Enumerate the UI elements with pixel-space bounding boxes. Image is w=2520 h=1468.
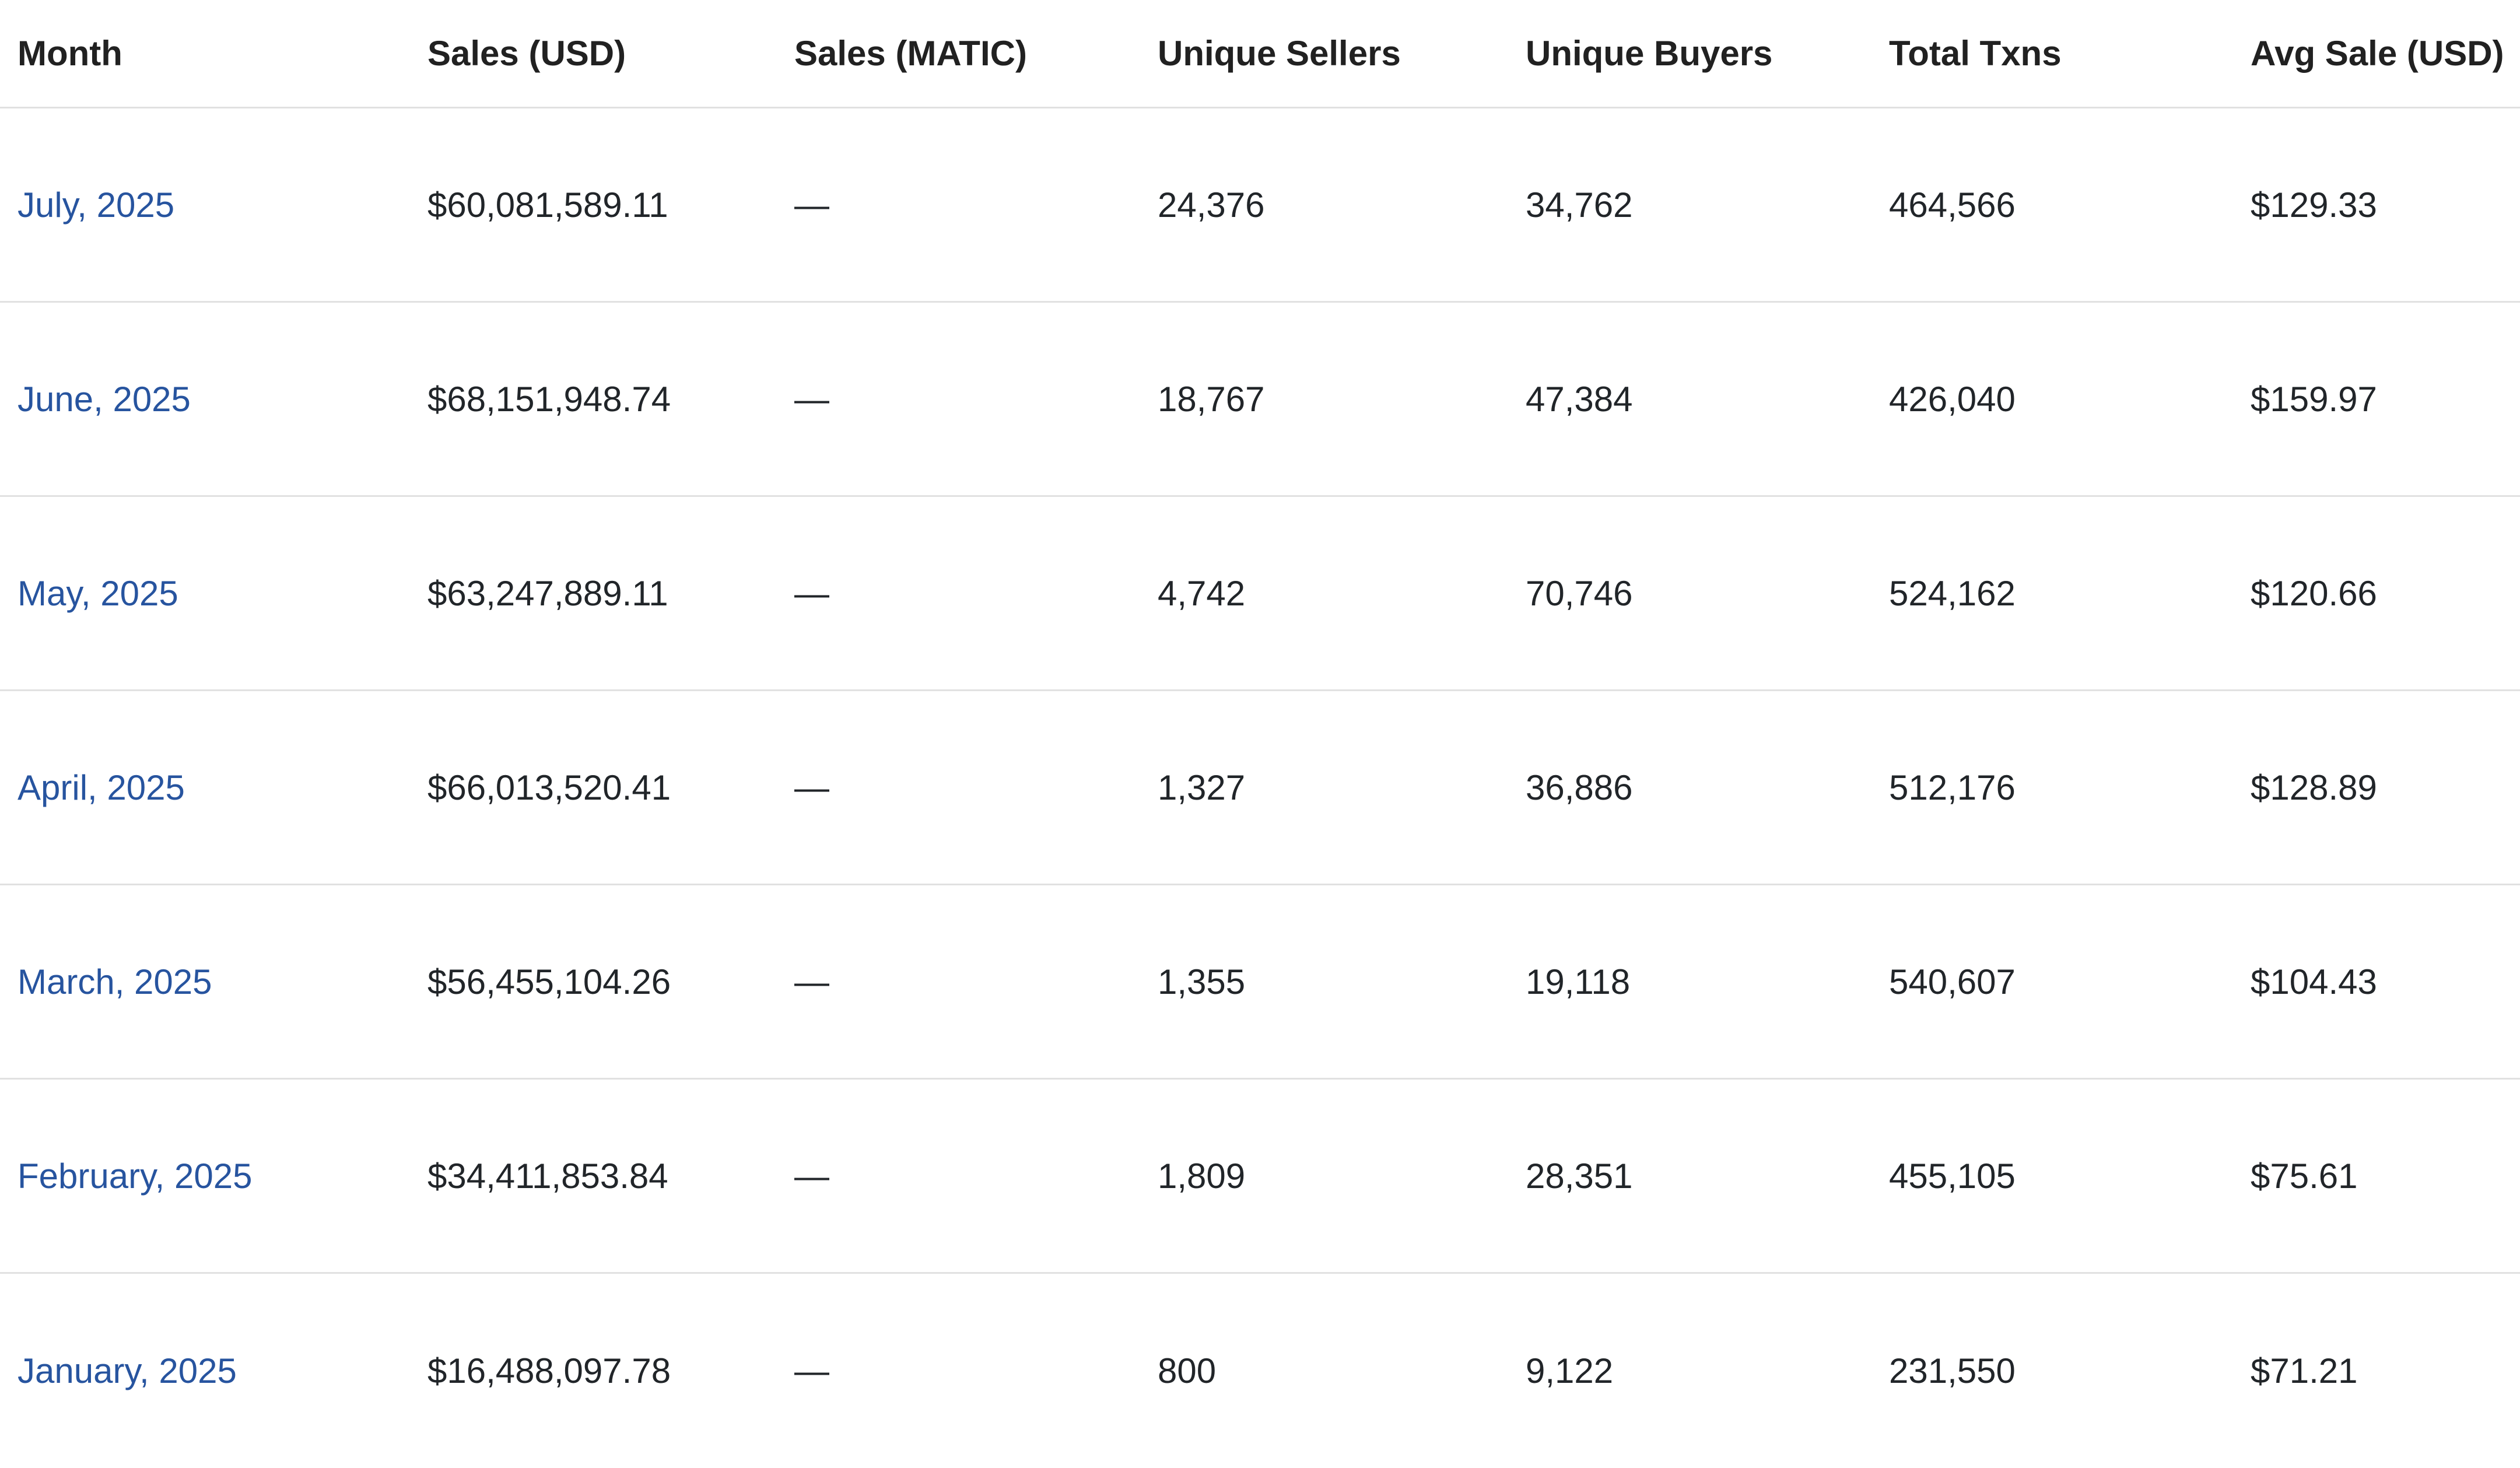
month-cell: July, 2025: [17, 185, 427, 225]
avg-sale-usd-cell: $71.21: [2251, 1351, 2358, 1390]
month-cell: May, 2025: [17, 573, 427, 614]
sales-matic-cell: —: [794, 962, 829, 1001]
sales-usd-cell: $68,151,948.74: [427, 379, 671, 419]
column-header-sales-matic[interactable]: Sales (MATIC): [794, 34, 1027, 73]
month-link[interactable]: May, 2025: [17, 573, 178, 613]
total-txns-cell: 524,162: [1889, 573, 2016, 613]
total-txns-cell: 512,176: [1889, 768, 2016, 807]
month-cell: February, 2025: [17, 1156, 427, 1196]
month-cell: January, 2025: [17, 1351, 427, 1391]
unique-sellers-cell: 1,809: [1158, 1156, 1246, 1196]
unique-buyers-cell: 34,762: [1526, 185, 1633, 225]
table-row: January, 2025 $16,488,097.78 — 800 9,122…: [0, 1274, 2520, 1468]
sales-usd-cell: $16,488,097.78: [427, 1351, 671, 1390]
avg-sale-usd-cell: $129.33: [2251, 185, 2377, 225]
avg-sale-usd-cell: $120.66: [2251, 573, 2377, 613]
unique-sellers-cell: 800: [1158, 1351, 1217, 1390]
table-row: March, 2025 $56,455,104.26 — 1,355 19,11…: [0, 885, 2520, 1080]
avg-sale-usd-cell: $75.61: [2251, 1156, 2358, 1196]
sales-matic-cell: —: [794, 768, 829, 807]
unique-buyers-cell: 47,384: [1526, 379, 1633, 419]
avg-sale-usd-cell: $104.43: [2251, 962, 2377, 1001]
sales-usd-cell: $63,247,889.11: [427, 573, 668, 613]
total-txns-cell: 231,550: [1889, 1351, 2016, 1390]
unique-sellers-cell: 24,376: [1158, 185, 1265, 225]
table-row: July, 2025 $60,081,589.11 — 24,376 34,76…: [0, 108, 2520, 303]
table-row: June, 2025 $68,151,948.74 — 18,767 47,38…: [0, 303, 2520, 497]
sales-usd-cell: $56,455,104.26: [427, 962, 671, 1001]
total-txns-cell: 426,040: [1889, 379, 2016, 419]
month-link[interactable]: April, 2025: [17, 768, 185, 807]
column-header-total-txns[interactable]: Total Txns: [1889, 34, 2062, 73]
column-header-unique-buyers[interactable]: Unique Buyers: [1526, 34, 1773, 73]
table-row: April, 2025 $66,013,520.41 — 1,327 36,88…: [0, 691, 2520, 885]
column-header-avg-sale-usd[interactable]: Avg Sale (USD): [2251, 34, 2504, 73]
month-link[interactable]: March, 2025: [17, 962, 212, 1001]
avg-sale-usd-cell: $159.97: [2251, 379, 2377, 419]
unique-buyers-cell: 9,122: [1526, 1351, 1614, 1390]
month-link[interactable]: June, 2025: [17, 379, 191, 419]
table-body: July, 2025 $60,081,589.11 — 24,376 34,76…: [0, 108, 2520, 1468]
table-row: February, 2025 $34,411,853.84 — 1,809 28…: [0, 1080, 2520, 1274]
sales-matic-cell: —: [794, 573, 829, 613]
total-txns-cell: 464,566: [1889, 185, 2016, 225]
unique-buyers-cell: 19,118: [1526, 962, 1631, 1001]
month-link[interactable]: July, 2025: [17, 185, 175, 225]
unique-sellers-cell: 18,767: [1158, 379, 1265, 419]
month-link[interactable]: February, 2025: [17, 1156, 253, 1196]
month-cell: March, 2025: [17, 962, 427, 1002]
total-txns-cell: 455,105: [1889, 1156, 2016, 1196]
sales-matic-cell: —: [794, 1351, 829, 1390]
unique-buyers-cell: 36,886: [1526, 768, 1633, 807]
unique-sellers-cell: 1,327: [1158, 768, 1246, 807]
sales-usd-cell: $34,411,853.84: [427, 1156, 668, 1196]
total-txns-cell: 540,607: [1889, 962, 2016, 1001]
sales-matic-cell: —: [794, 185, 829, 225]
month-cell: June, 2025: [17, 379, 427, 419]
sales-usd-cell: $66,013,520.41: [427, 768, 671, 807]
avg-sale-usd-cell: $128.89: [2251, 768, 2377, 807]
column-header-month[interactable]: Month: [17, 34, 122, 73]
column-header-sales-usd[interactable]: Sales (USD): [427, 34, 626, 73]
sales-matic-cell: —: [794, 1156, 829, 1196]
sales-matic-cell: —: [794, 379, 829, 419]
sales-usd-cell: $60,081,589.11: [427, 185, 668, 225]
column-header-unique-sellers[interactable]: Unique Sellers: [1158, 34, 1401, 73]
table-header-row: Month Sales (USD) Sales (MATIC) Unique S…: [0, 0, 2520, 108]
month-cell: April, 2025: [17, 768, 427, 808]
month-link[interactable]: January, 2025: [17, 1351, 237, 1390]
unique-sellers-cell: 4,742: [1158, 573, 1246, 613]
unique-buyers-cell: 28,351: [1526, 1156, 1633, 1196]
table-row: May, 2025 $63,247,889.11 — 4,742 70,746 …: [0, 497, 2520, 691]
unique-buyers-cell: 70,746: [1526, 573, 1633, 613]
unique-sellers-cell: 1,355: [1158, 962, 1246, 1001]
